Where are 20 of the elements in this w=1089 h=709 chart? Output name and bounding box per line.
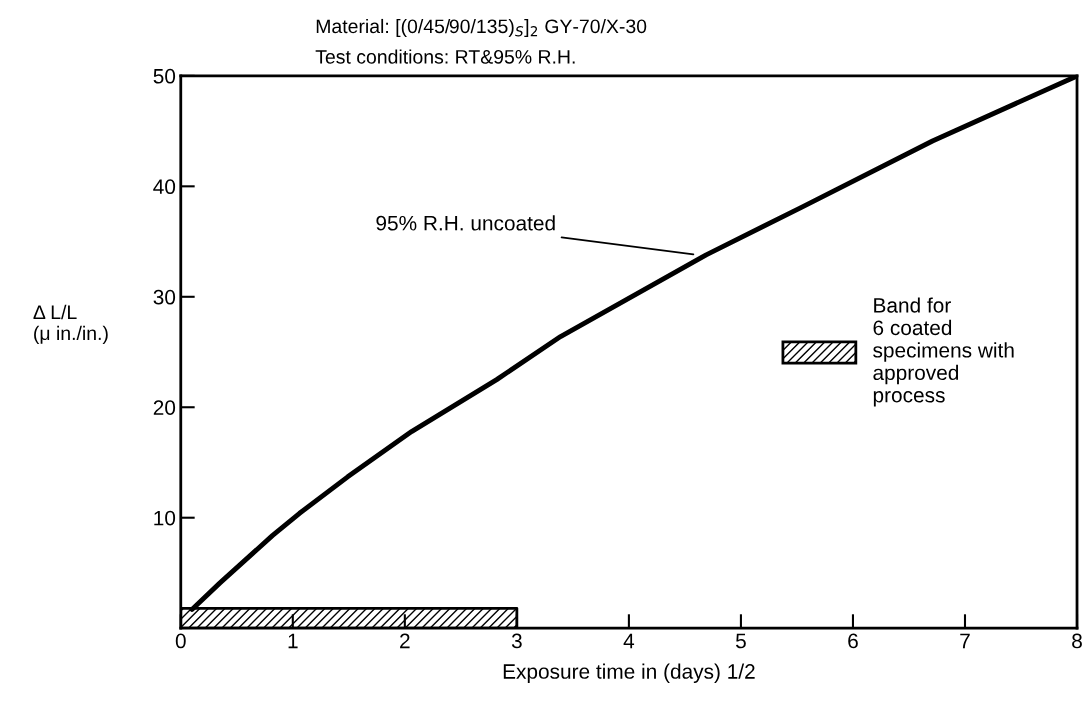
legend-label: Band for 6 coated specimens with approved process <box>873 297 1014 407</box>
x-tick-label: 8 <box>1072 633 1082 649</box>
y-tick-label: 30 <box>153 289 176 305</box>
x-tick-label: 4 <box>623 633 635 649</box>
x-tick-label: 0 <box>175 633 186 649</box>
x-axis-title: Exposure time in (days) 1/2 <box>503 663 755 683</box>
x-tick-label: 6 <box>848 633 858 649</box>
y-tick-label: 50 <box>153 68 176 84</box>
y-tick-label: 20 <box>153 400 176 415</box>
x-tick-label: 7 <box>960 633 970 649</box>
y-tick-label: 40 <box>153 179 176 195</box>
chart-title: Material: [(0/45/90/135)$_{S}$]$_{2}$ GY-70/X-30 <box>316 18 647 38</box>
annotation: 95% R.H. uncoated <box>376 215 555 231</box>
x-tick-label: 2 <box>400 633 410 649</box>
y-tick-label: 10 <box>154 510 176 526</box>
y-axis-title: Δ L/L (μ in./in.) <box>33 304 108 344</box>
x-tick-label: 1 <box>288 633 298 649</box>
x-tick-label: 3 <box>511 633 522 649</box>
chart-subtitle: Test conditions: RT&95% R.H. <box>315 49 575 64</box>
x-tick-label: 5 <box>735 633 746 649</box>
